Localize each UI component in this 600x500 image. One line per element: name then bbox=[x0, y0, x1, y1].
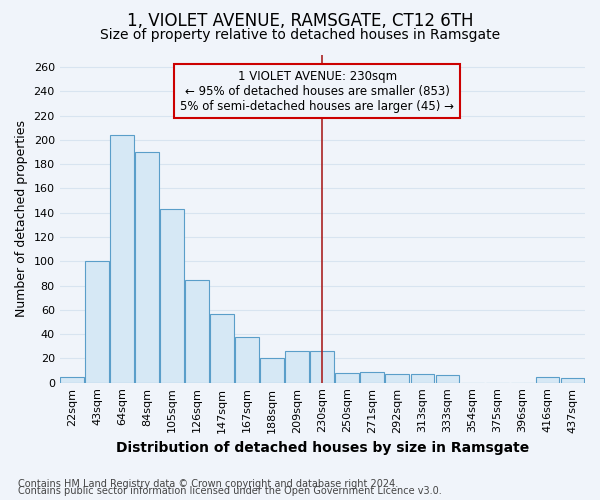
Bar bbox=[436, 376, 459, 382]
Text: 1, VIOLET AVENUE, RAMSGATE, CT12 6TH: 1, VIOLET AVENUE, RAMSGATE, CT12 6TH bbox=[127, 12, 473, 30]
Bar bbox=[536, 376, 559, 382]
Bar bbox=[410, 374, 434, 382]
Text: Contains public sector information licensed under the Open Government Licence v3: Contains public sector information licen… bbox=[18, 486, 442, 496]
Bar bbox=[235, 336, 259, 382]
Bar bbox=[335, 373, 359, 382]
Bar bbox=[260, 358, 284, 382]
Bar bbox=[136, 152, 159, 382]
Bar bbox=[85, 262, 109, 382]
Bar bbox=[110, 135, 134, 382]
Text: Contains HM Land Registry data © Crown copyright and database right 2024.: Contains HM Land Registry data © Crown c… bbox=[18, 479, 398, 489]
Bar bbox=[560, 378, 584, 382]
Y-axis label: Number of detached properties: Number of detached properties bbox=[15, 120, 28, 318]
Bar bbox=[361, 372, 384, 382]
Text: Size of property relative to detached houses in Ramsgate: Size of property relative to detached ho… bbox=[100, 28, 500, 42]
Bar bbox=[160, 209, 184, 382]
Bar bbox=[60, 376, 84, 382]
Bar bbox=[385, 374, 409, 382]
Bar bbox=[211, 314, 234, 382]
Bar bbox=[310, 351, 334, 382]
Text: 1 VIOLET AVENUE: 230sqm
← 95% of detached houses are smaller (853)
5% of semi-de: 1 VIOLET AVENUE: 230sqm ← 95% of detache… bbox=[181, 70, 454, 112]
X-axis label: Distribution of detached houses by size in Ramsgate: Distribution of detached houses by size … bbox=[116, 441, 529, 455]
Bar bbox=[185, 280, 209, 382]
Bar bbox=[286, 351, 309, 382]
